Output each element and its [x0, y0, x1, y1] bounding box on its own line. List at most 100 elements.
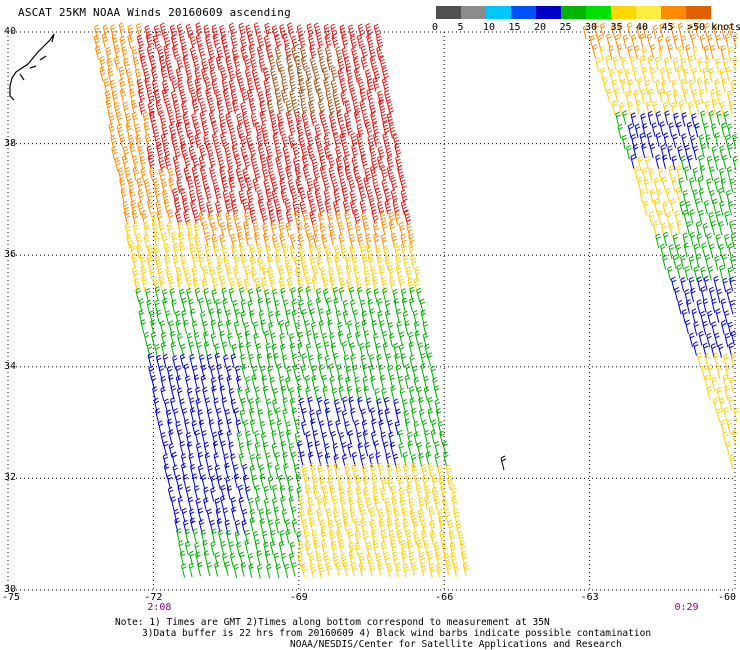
wind-barb: [369, 407, 376, 422]
wind-barb: [244, 330, 251, 345]
wind-barb: [732, 133, 738, 149]
wind-barb: [215, 200, 223, 216]
latitude-label: 30: [4, 584, 17, 595]
wind-barb: [687, 23, 693, 39]
wind-barb: [709, 166, 715, 181]
wind-barb: [280, 188, 288, 204]
wind-barb: [228, 441, 234, 457]
wind-barb: [365, 233, 372, 249]
wind-barb: [108, 112, 115, 127]
wind-barb: [168, 111, 176, 127]
wind-barb: [233, 254, 241, 269]
wind-barb: [684, 265, 690, 281]
wind-barb: [189, 243, 196, 259]
wind-barb: [311, 375, 317, 390]
wind-barb: [220, 440, 227, 456]
wind-barb: [215, 144, 223, 160]
wind-barb: [342, 310, 349, 325]
wind-barb: [191, 99, 200, 115]
wind-barb: [730, 330, 737, 345]
wind-barb: [285, 110, 293, 126]
wind-barb: [245, 24, 253, 39]
wind-barb: [182, 112, 190, 128]
wind-barb: [235, 222, 242, 237]
wind-barb: [327, 519, 334, 535]
wind-barb: [226, 485, 233, 500]
wind-barb: [111, 145, 118, 161]
wind-barb: [328, 363, 335, 378]
wind-barb: [652, 100, 658, 116]
wind-barb: [704, 254, 711, 269]
wind-barb: [408, 331, 414, 347]
wind-barb: [152, 34, 161, 50]
wind-barb: [118, 22, 125, 37]
wind-barb: [627, 79, 634, 94]
wind-barb: [435, 408, 442, 423]
wind-barb: [222, 189, 230, 205]
wind-barb: [165, 409, 172, 424]
wind-barb: [146, 188, 153, 204]
wind-barb: [705, 134, 711, 149]
wind-barb: [226, 430, 233, 445]
wind-barb: [676, 264, 683, 279]
wind-barb: [135, 134, 142, 149]
wind-barbs: [93, 22, 740, 579]
wind-barb: [293, 210, 301, 226]
wind-barb: [240, 88, 249, 104]
wind-barb: [366, 397, 372, 413]
wind-barb: [127, 24, 134, 39]
wind-barb: [443, 552, 450, 568]
wind-barb: [374, 244, 382, 259]
wind-barb: [197, 464, 204, 480]
wind-barb: [193, 222, 200, 238]
wind-barb: [338, 386, 344, 401]
wind-barb: [175, 375, 182, 390]
wind-barb: [382, 244, 390, 260]
wind-barb: [657, 35, 663, 51]
wind-barb: [375, 187, 383, 203]
wind-barb: [156, 209, 163, 225]
wind-barb: [692, 145, 699, 161]
wind-barb: [341, 341, 348, 356]
wind-barb: [275, 407, 281, 422]
wind-barb: [136, 78, 144, 94]
wind-barb: [441, 497, 449, 513]
wind-barb: [353, 67, 362, 83]
wind-barb: [219, 122, 228, 137]
wind-barb: [151, 79, 160, 95]
wind-barb: [729, 376, 735, 392]
wind-barb: [268, 210, 276, 225]
wind-barb: [339, 178, 348, 193]
wind-barb: [179, 134, 187, 150]
wind-barb: [225, 309, 232, 325]
wind-barb: [729, 454, 735, 469]
wind-barb: [317, 396, 323, 412]
wind-barb: [191, 112, 199, 128]
wind-barb: [239, 286, 245, 302]
wind-barb: [294, 166, 302, 181]
wind-barb: [714, 132, 721, 147]
wind-barb: [366, 78, 374, 94]
wind-barb: [329, 530, 336, 545]
wind-barb: [233, 265, 240, 280]
wind-barb: [351, 143, 359, 159]
wind-barb: [238, 342, 245, 357]
wind-barb: [166, 221, 173, 237]
wind-barb: [682, 189, 688, 205]
wind-barb: [699, 88, 705, 104]
wind-barb: [290, 287, 296, 302]
wind-barb: [309, 200, 317, 215]
wind-barb: [140, 319, 146, 334]
wind-barb: [99, 56, 106, 71]
wind-barb: [212, 178, 220, 194]
wind-barb: [239, 409, 246, 424]
longitude-label: -72: [144, 592, 163, 603]
wind-barb: [320, 539, 328, 555]
wind-barb: [389, 332, 395, 348]
wind-barb: [309, 462, 317, 477]
wind-barb: [149, 166, 156, 182]
wind-barb: [376, 298, 383, 313]
wind-barb: [298, 34, 306, 49]
wind-barb: [420, 529, 428, 544]
wind-barb: [356, 176, 364, 192]
